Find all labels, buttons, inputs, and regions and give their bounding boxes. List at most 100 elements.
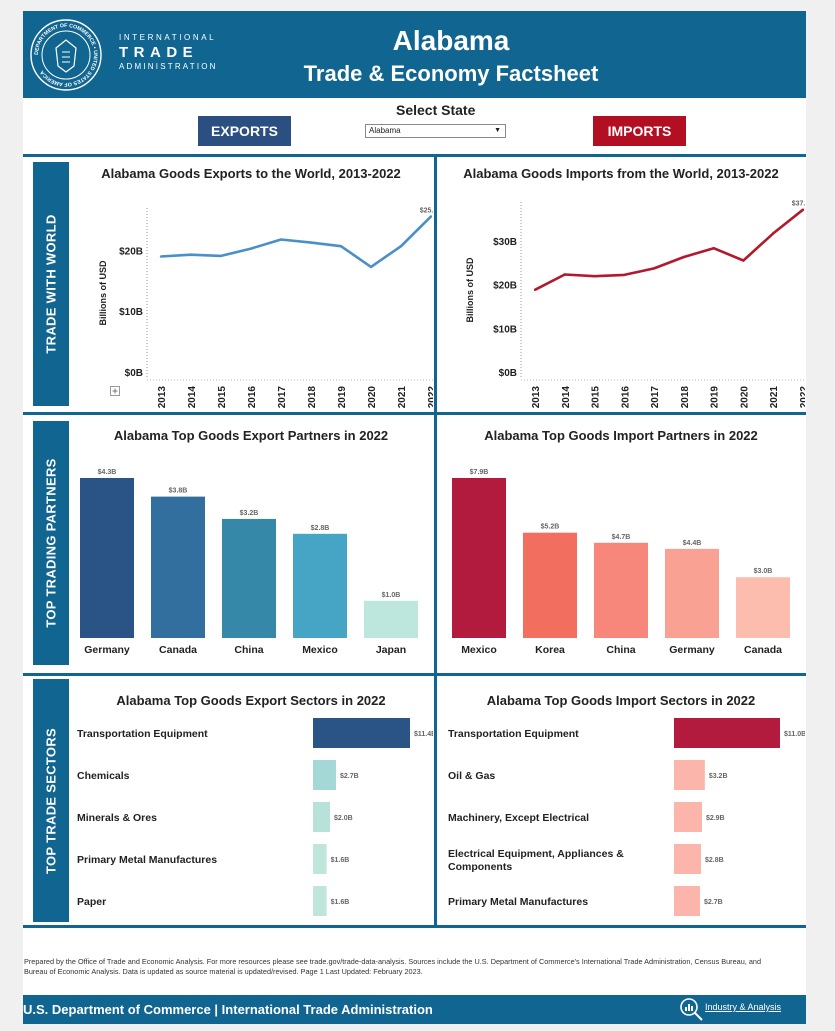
bar-value-label: $2.8B bbox=[311, 525, 330, 532]
bar bbox=[674, 844, 701, 874]
category-label: Transportation Equipment bbox=[77, 728, 208, 740]
x-tick-label: 2019 bbox=[710, 386, 721, 409]
export-sectors-bar-chart: $11.4B Transportation Equipment $2.7B Chemi… bbox=[77, 718, 433, 916]
section-label-world-text: TRADE WITH WORLD bbox=[43, 214, 59, 354]
category-label: Primary Metal Manufactures bbox=[77, 854, 217, 866]
data-point bbox=[189, 253, 193, 256]
bar bbox=[151, 496, 205, 638]
category-label: Chemicals bbox=[77, 770, 130, 782]
ita-logo-line2: TRADE bbox=[119, 44, 199, 61]
end-value-label: $25.6B bbox=[420, 207, 433, 214]
export-sectors-chart-title: Alabama Top Goods Export Sectors in 2022 bbox=[116, 693, 386, 708]
chevron-down-icon: ▼ bbox=[494, 127, 501, 134]
import-world-chart-title: Alabama Goods Imports from the World, 20… bbox=[463, 166, 779, 181]
bar-value-label: $1.0B bbox=[382, 592, 401, 599]
category-label: Electrical Equipment, Appliances & bbox=[448, 848, 624, 860]
export-partners-chart-title: Alabama Top Goods Export Partners in 202… bbox=[113, 428, 389, 443]
bar-value-label: $7.9B bbox=[470, 469, 489, 476]
divider bbox=[23, 154, 806, 157]
data-point bbox=[279, 238, 283, 241]
export-world-line-chart: $0B $10B $20B Billions of USD 2013 2014 2015 20… bbox=[98, 207, 433, 409]
header-banner: DEPARTMENT OF COMMERCE • UNITED STATES O… bbox=[23, 11, 806, 98]
divider bbox=[434, 415, 437, 673]
divider bbox=[23, 673, 806, 676]
commerce-seal-icon: DEPARTMENT OF COMMERCE • UNITED STATES O… bbox=[30, 19, 102, 91]
footer-bar: U.S. Department of Commerce | Internatio… bbox=[23, 995, 806, 1024]
bar bbox=[674, 886, 701, 916]
bar bbox=[523, 532, 577, 638]
bar bbox=[674, 802, 702, 832]
bar-value-label: $2.0B bbox=[334, 815, 353, 822]
data-point bbox=[533, 288, 537, 291]
category-label: Oil & Gas bbox=[448, 770, 495, 782]
y-axis-label: Billions of USD bbox=[465, 257, 475, 323]
state-dropdown[interactable]: Alabama ▼ bbox=[365, 124, 506, 138]
x-tick-label: 2019 bbox=[337, 386, 348, 409]
bar bbox=[665, 548, 719, 638]
data-point bbox=[399, 245, 403, 248]
bar bbox=[452, 478, 506, 638]
category-label: Canada bbox=[744, 644, 782, 656]
series-line bbox=[534, 208, 804, 291]
footnote: Prepared by the Office of Trade and Econ… bbox=[24, 957, 761, 976]
bar bbox=[313, 886, 327, 916]
bar bbox=[364, 600, 418, 638]
x-tick-label: 2013 bbox=[531, 386, 542, 409]
data-point bbox=[593, 275, 596, 278]
section-label-partners: TOP TRADING PARTNERS bbox=[33, 421, 69, 665]
bar-value-label: $1.6B bbox=[331, 857, 350, 864]
ita-logo: INTERNATIONAL TRADE ADMINISTRATION bbox=[119, 33, 218, 71]
bar-value-label: $2.7B bbox=[340, 773, 359, 780]
expand-icon[interactable] bbox=[110, 386, 120, 396]
import-partners-bar-chart: $7.9B Mexico $5.2B Korea $4.7B China $4.4B Germ… bbox=[452, 469, 790, 656]
bar bbox=[313, 760, 336, 790]
category-label: Mexico bbox=[461, 644, 497, 656]
category-label: Japan bbox=[376, 644, 406, 656]
bar-value-label: $4.3B bbox=[98, 469, 117, 476]
category-label: Machinery, Except Electrical bbox=[448, 812, 589, 824]
x-tick-label: 2020 bbox=[739, 386, 750, 409]
y-tick-label: $0B bbox=[499, 368, 517, 379]
category-label: Transportation Equipment bbox=[448, 728, 579, 740]
x-tick-label: 2014 bbox=[561, 386, 572, 409]
category-label: Germany bbox=[84, 644, 130, 656]
x-tick-label: 2014 bbox=[187, 386, 198, 409]
bar bbox=[313, 802, 331, 832]
industry-analysis-logo-icon bbox=[680, 998, 703, 1021]
page-title: Alabama bbox=[392, 25, 510, 56]
industry-analysis-link[interactable]: Industry & Analysis bbox=[705, 1002, 782, 1012]
x-tick-label: 2022 bbox=[799, 386, 805, 409]
divider bbox=[23, 925, 806, 928]
imports-button[interactable]: IMPORTS bbox=[593, 116, 686, 146]
import-partners-chart-title: Alabama Top Goods Import Partners in 202… bbox=[484, 428, 758, 443]
bar bbox=[313, 844, 327, 874]
bar-value-label: $2.7B bbox=[704, 899, 723, 906]
bar-value-label: $2.8B bbox=[705, 857, 724, 864]
footer-text: U.S. Department of Commerce | Internatio… bbox=[23, 1002, 433, 1017]
exports-button[interactable]: EXPORTS bbox=[198, 116, 291, 146]
data-point bbox=[369, 265, 373, 269]
divider bbox=[434, 676, 437, 925]
series-line bbox=[160, 215, 432, 269]
data-point bbox=[309, 241, 313, 244]
bar bbox=[674, 760, 705, 790]
category-label: Primary Metal Manufactures bbox=[448, 896, 588, 908]
bar bbox=[736, 577, 790, 638]
bar bbox=[313, 718, 410, 748]
bar-value-label: $4.4B bbox=[683, 540, 702, 547]
x-tick-label: 2018 bbox=[307, 386, 318, 409]
y-axis-label: Billions of USD bbox=[98, 260, 108, 326]
bar-value-label: $3.0B bbox=[754, 568, 773, 575]
bar-value-label: $3.8B bbox=[169, 488, 188, 495]
import-sectors-bar-chart: $11.0B Transportation Equipment $3.2B Oil &… bbox=[448, 718, 805, 916]
data-point bbox=[772, 232, 775, 235]
data-point bbox=[712, 247, 715, 250]
import-sectors-chart-title: Alabama Top Goods Import Sectors in 2022 bbox=[486, 693, 756, 708]
page-subtitle: Trade & Economy Factsheet bbox=[303, 61, 599, 86]
x-tick-label: 2018 bbox=[680, 386, 691, 409]
export-partners-bar-chart: $4.3B Germany $3.8B Canada $3.2B China $2.8B Me… bbox=[80, 469, 418, 656]
bar bbox=[594, 542, 648, 638]
factsheet-page: DEPARTMENT OF COMMERCE • UNITED STATES O… bbox=[23, 11, 806, 1024]
x-tick-label: 2021 bbox=[397, 386, 408, 409]
x-tick-label: 2016 bbox=[247, 386, 258, 409]
